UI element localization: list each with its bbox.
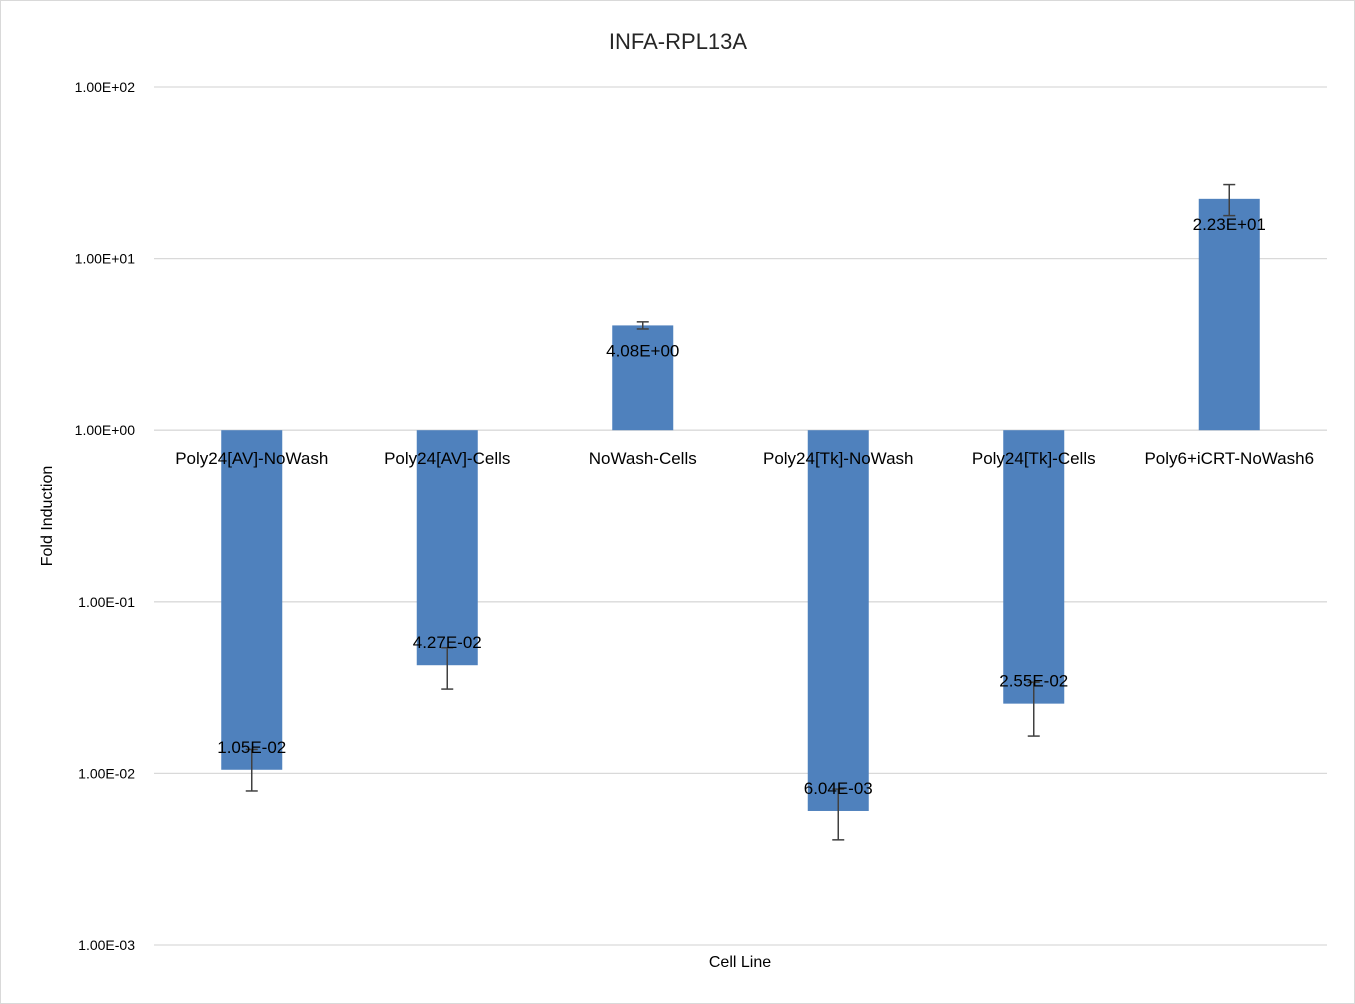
category-labels: Poly24[AV]-NoWash Poly24[AV]-Cells NoWash-… [175, 449, 1314, 468]
category-label: Poly24[Tk]-NoWash [763, 449, 914, 468]
chart-title: INFA-RPL13A [609, 29, 747, 54]
bar [612, 325, 674, 431]
x-axis-title: Cell Line [709, 954, 771, 971]
bar [416, 430, 478, 666]
data-label: 1.05E-02 [217, 738, 286, 757]
bars [221, 198, 1260, 811]
y-tick-label: 1.00E-03 [78, 937, 135, 953]
category-label: Poly24[Tk]-Cells [972, 449, 1096, 468]
bar [1003, 430, 1065, 704]
y-axis-ticks: 1.00E+02 1.00E+01 1.00E+00 1.00E-01 1.00E-02… [75, 79, 136, 953]
y-tick-label: 1.00E-01 [78, 594, 135, 610]
data-label: 2.55E-02 [999, 672, 1068, 691]
data-label: 4.08E+00 [606, 341, 679, 360]
y-tick-label: 1.00E+00 [75, 422, 136, 438]
category-label: NoWash-Cells [589, 449, 697, 468]
error-bars [245, 183, 1236, 841]
y-axis-title: Fold Induction [39, 466, 56, 567]
y-tick-label: 1.00E+01 [75, 251, 136, 267]
data-labels: 1.05E-02 4.27E-02 4.08E+00 6.04E-03 2.55E-02… [217, 215, 1266, 798]
data-label: 2.23E+01 [1193, 215, 1266, 234]
data-label: 6.04E-03 [804, 779, 873, 798]
y-tick-label: 1.00E-02 [78, 765, 135, 781]
data-label: 4.27E-02 [413, 633, 482, 652]
bar [807, 430, 869, 811]
category-label: Poly6+iCRT-NoWash6 [1144, 449, 1314, 468]
gridlines [154, 86, 1327, 946]
bar [221, 430, 283, 770]
category-label: Poly24[AV]-NoWash [175, 449, 328, 468]
category-label: Poly24[AV]-Cells [384, 449, 510, 468]
y-tick-label: 1.00E+02 [75, 79, 136, 95]
bar [1198, 198, 1260, 431]
